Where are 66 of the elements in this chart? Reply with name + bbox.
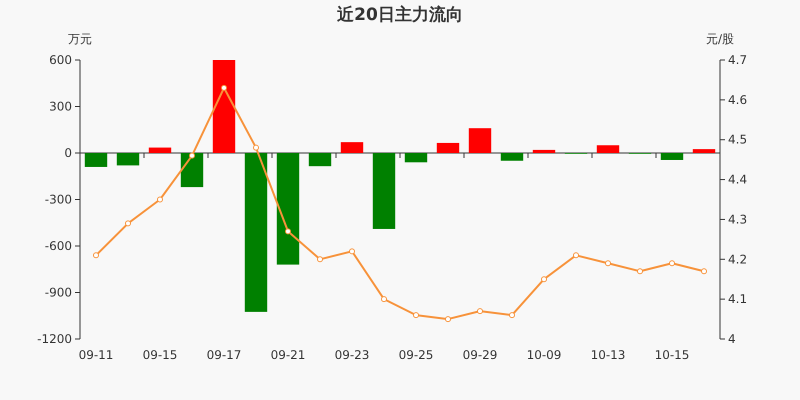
bar (276, 153, 300, 265)
point (477, 308, 483, 314)
x-tick-label: 09-15 (142, 348, 178, 362)
y-tick-label: -600 (44, 239, 72, 253)
bar (692, 149, 716, 153)
point (701, 268, 707, 274)
bar (148, 148, 172, 153)
point (189, 152, 195, 159)
bar (532, 150, 556, 153)
point (445, 316, 451, 322)
bar (116, 153, 140, 166)
x-tick-label: 10-15 (654, 348, 690, 362)
y-tick-label: 300 (49, 100, 72, 114)
point (637, 268, 643, 274)
bar (436, 142, 460, 153)
y2-tick-label: 4 (728, 332, 736, 346)
y2-tick-label: 4.3 (728, 212, 748, 226)
point (253, 144, 259, 151)
y2-tick-label: 4.2 (728, 252, 748, 266)
x-tick-label: 09-29 (462, 348, 498, 362)
point (381, 296, 387, 302)
y2-tick-label: 4.5 (728, 132, 748, 147)
x-tick-label: 09-23 (334, 348, 370, 362)
bar (308, 153, 332, 166)
point (669, 260, 675, 266)
y2-axis-title: 元/股 (706, 32, 734, 46)
bar (404, 153, 428, 162)
bar (468, 128, 492, 153)
bar (500, 153, 524, 161)
bar (660, 153, 684, 160)
y-tick-label: -300 (44, 192, 72, 206)
bar (84, 153, 108, 167)
point (285, 228, 291, 234)
x-tick-label: 09-25 (398, 348, 434, 362)
point (541, 276, 547, 282)
x-tick-label: 09-21 (270, 348, 306, 362)
bar (244, 153, 268, 312)
point (413, 312, 419, 318)
point (93, 252, 99, 258)
bar (372, 153, 396, 229)
point (349, 248, 355, 254)
point (509, 312, 515, 318)
y-tick-label: -900 (44, 286, 72, 300)
y-tick-label: 0 (64, 146, 72, 160)
y-tick-label: 600 (49, 53, 72, 67)
point (605, 260, 611, 266)
x-tick-label: 10-13 (590, 348, 626, 362)
x-tick-label: 10-09 (526, 348, 562, 362)
point (573, 252, 579, 258)
bar (212, 60, 236, 153)
point (221, 84, 227, 91)
y2-tick-label: 4.4 (728, 172, 748, 187)
bar (180, 153, 204, 188)
bar (596, 145, 620, 153)
point (125, 220, 131, 226)
point (317, 256, 323, 262)
y-tick-label: -1200 (37, 332, 72, 346)
y-axis-title: 万元 (68, 32, 92, 46)
bar (340, 142, 364, 153)
point (157, 196, 163, 202)
x-tick-label: 09-17 (206, 348, 242, 362)
y2-tick-label: 4.6 (728, 92, 748, 107)
y2-tick-label: 4.7 (728, 53, 748, 67)
x-tick-label: 09-11 (78, 348, 114, 362)
chart-title: 近20日主力流向 (336, 5, 463, 25)
y2-tick-label: 4.1 (728, 292, 748, 306)
